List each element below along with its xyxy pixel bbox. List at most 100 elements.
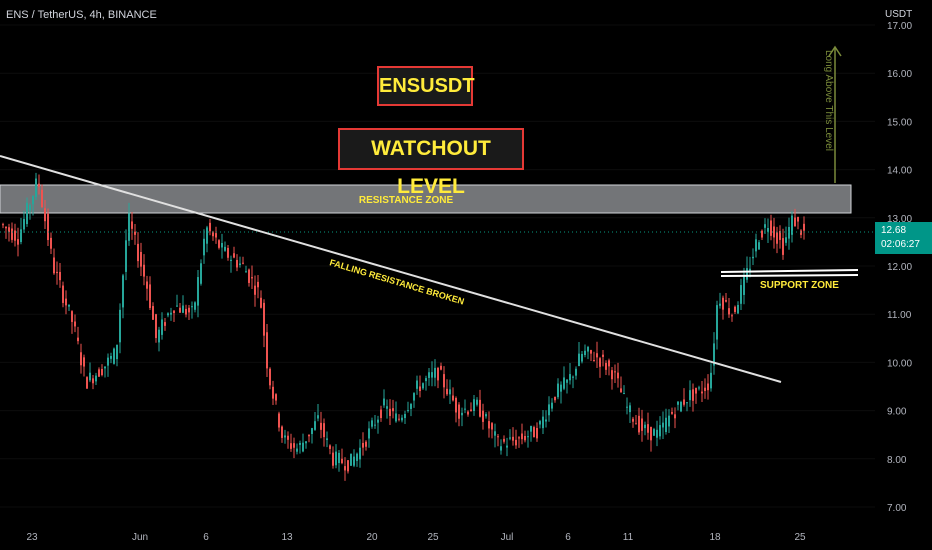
time-axis: 23 Jun 6 13 20 25 Jul 6 11 18 25 [26,532,806,543]
candle [182,295,184,314]
candle [278,411,280,432]
candle [410,402,412,417]
candle [257,275,259,299]
candle [362,432,364,456]
candle [203,229,205,264]
candle [374,415,376,429]
candle [755,233,757,258]
candle [605,360,607,375]
candle [62,281,64,308]
candle [593,351,595,362]
candle [68,304,70,311]
candle [446,379,448,396]
candle [671,407,673,415]
candle [47,208,49,247]
candle [104,366,106,378]
candle [437,366,439,389]
candle [707,374,709,400]
candle [200,259,202,286]
last-price-tag: 12.68 02:06:27 [875,222,932,254]
candle [233,246,235,259]
y-tick-label: 8.00 [887,455,907,466]
candle [665,408,667,435]
candle [560,381,562,404]
candle [290,433,292,452]
x-tick-label: 23 [26,532,38,543]
candle [80,343,82,374]
title-box: ENSUSDT [377,66,475,106]
candle [56,261,58,285]
candle [497,434,499,447]
candle [689,380,691,407]
candle [287,431,289,449]
candle [716,300,718,350]
candle [443,366,445,399]
candle [218,239,220,250]
candle [686,402,688,412]
candle [89,362,91,383]
candle [500,439,502,455]
candle [425,375,427,391]
candle [737,301,739,315]
candle [59,263,61,288]
candle [332,446,334,469]
candle [614,364,616,384]
candle [521,423,523,445]
x-tick-label: 13 [281,532,293,543]
candle [608,358,610,376]
candle [350,453,352,467]
price-axis: 7.00 8.00 9.00 10.00 11.00 12.00 13.00 14.00 15.… [887,21,912,514]
candle [617,362,619,388]
candle [776,226,778,254]
candle [242,256,244,265]
candle [92,374,94,390]
candle [5,226,7,239]
y-tick-label: 10.00 [887,358,912,369]
candle [596,341,598,368]
candle [404,410,406,424]
candle [398,414,400,422]
candle [659,416,661,440]
candle [518,436,520,448]
candle [545,410,547,428]
candle [653,427,655,436]
candle [308,434,310,443]
candle [128,202,130,246]
candle [113,347,115,365]
candle [413,392,415,408]
candle [551,398,553,412]
candle [713,332,715,375]
resistance-zone-label: RESISTANCE ZONE [359,195,454,206]
x-tick-label: 25 [427,532,439,543]
candle [110,352,112,364]
candle [296,443,298,455]
candle [17,227,19,257]
candle [149,276,151,311]
candle [494,423,496,448]
candle [77,326,79,345]
candle [485,412,487,419]
candle [254,275,256,307]
candle [635,414,637,425]
x-tick-label: 20 [366,532,378,543]
candle [515,429,517,449]
countdown-value: 02:06:27 [881,239,920,250]
candle [740,278,742,311]
candle [650,426,652,452]
grid-lines [0,24,875,508]
candle [749,256,751,278]
candle [335,444,337,469]
symbol-label[interactable]: ENS / TetherUS, 4h, BINANCE [6,9,157,21]
candle [266,324,268,377]
candle [86,376,88,389]
y-tick-label: 11.00 [887,310,912,321]
candle [71,310,73,334]
candle [536,422,538,442]
candle [479,389,481,418]
candle [251,265,253,289]
candle [770,214,772,241]
candle [263,299,265,348]
candle [269,367,271,390]
candle [632,416,634,428]
